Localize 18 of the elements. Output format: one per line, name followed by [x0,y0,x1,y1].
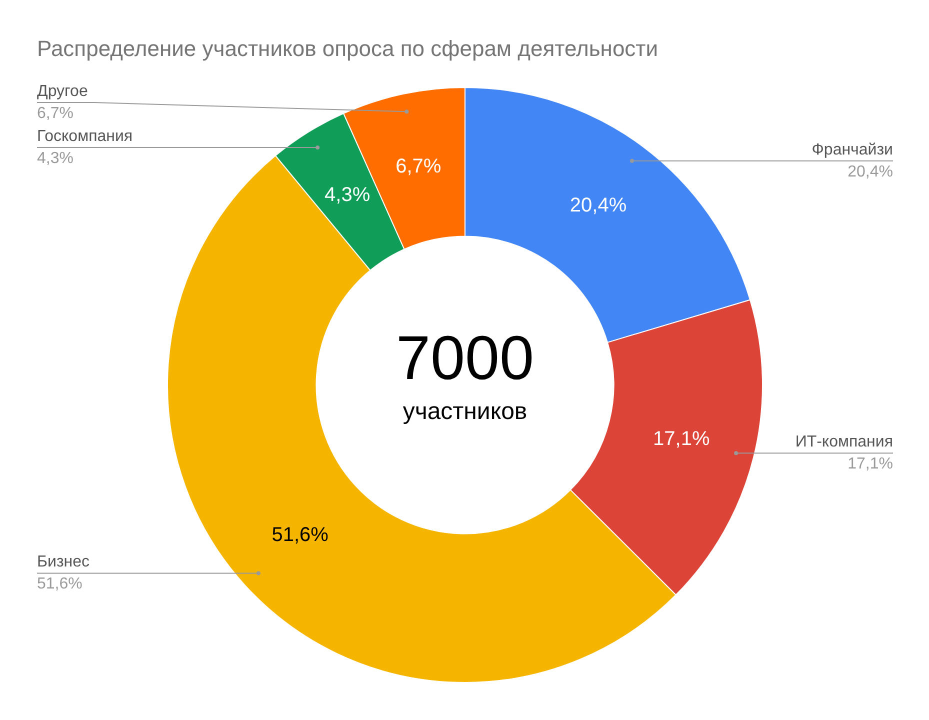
slice-label: Бизнес [37,554,90,571]
slice-label: Госкомпания [37,128,133,145]
text: 6,7% [37,104,74,122]
text: 20,4% [848,163,893,180]
slice-label: Франчайзи [812,141,893,158]
text: 4,3% [37,150,74,167]
data-label: 6,7% [396,155,442,178]
data-label: 4,3% [324,184,370,206]
text: участников [402,398,528,425]
text: 7000 [396,324,534,393]
slice-label: ИТ-компания [795,434,893,451]
data-label: 51,6% [272,524,329,546]
text: 51,6% [37,576,82,593]
chart-title: Распределение участников опроса по сферам деятельности [37,36,658,62]
slice-label: Другое [37,82,88,100]
data-label: 17,1% [653,428,710,450]
data-label: 20,4% [570,194,627,217]
text: 17,1% [848,456,893,473]
